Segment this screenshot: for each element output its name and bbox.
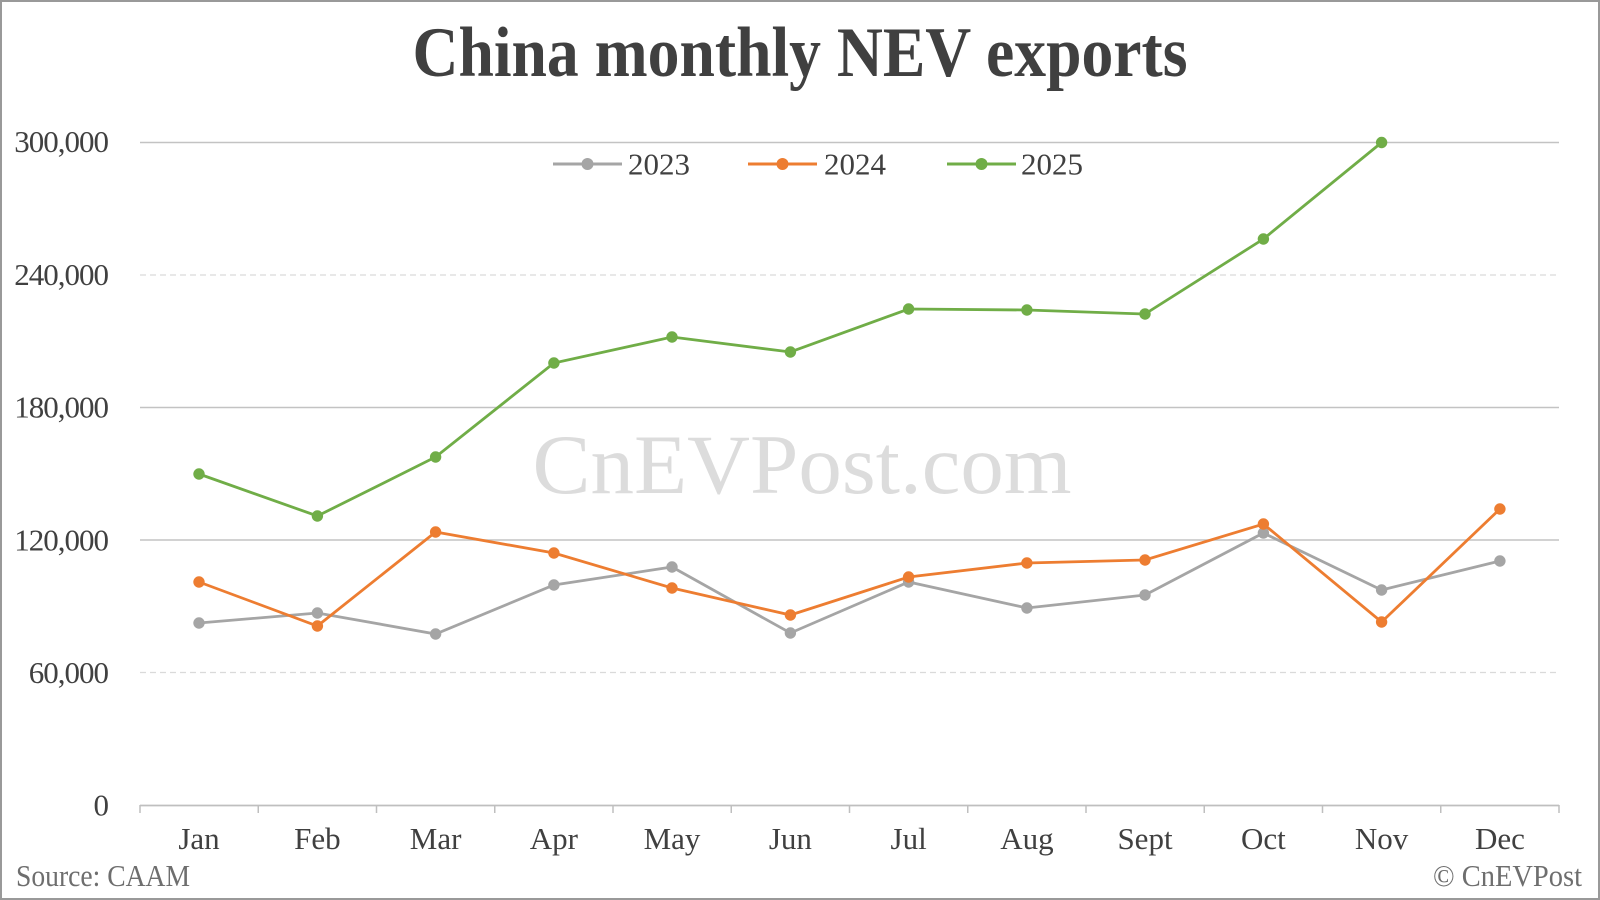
svg-text:240,000: 240,000 (14, 257, 108, 292)
svg-text:2023: 2023 (628, 147, 690, 182)
svg-text:Jul: Jul (891, 821, 927, 856)
svg-text:60,000: 60,000 (29, 655, 109, 690)
svg-text:China monthly NEV exports: China monthly NEV exports (413, 14, 1188, 92)
svg-text:0: 0 (94, 788, 109, 823)
svg-text:Source: CAAM: Source: CAAM (16, 858, 190, 893)
svg-text:Mar: Mar (410, 821, 462, 856)
svg-text:Apr: Apr (530, 821, 579, 856)
svg-text:120,000: 120,000 (14, 523, 108, 558)
svg-text:Sept: Sept (1117, 821, 1173, 856)
svg-text:CnEVPost.com: CnEVPost.com (533, 418, 1072, 512)
svg-text:Jun: Jun (769, 821, 813, 856)
svg-text:Aug: Aug (1000, 821, 1053, 856)
svg-text:Nov: Nov (1355, 821, 1409, 856)
svg-text:Dec: Dec (1475, 821, 1525, 856)
svg-text:2024: 2024 (824, 147, 887, 182)
svg-text:300,000: 300,000 (14, 124, 108, 159)
svg-text:© CnEVPost: © CnEVPost (1433, 858, 1582, 893)
svg-text:May: May (644, 821, 701, 856)
svg-text:2025: 2025 (1021, 147, 1083, 182)
svg-text:Oct: Oct (1241, 821, 1286, 856)
svg-text:Feb: Feb (294, 821, 341, 856)
svg-text:Jan: Jan (178, 821, 220, 856)
svg-text:180,000: 180,000 (14, 390, 108, 425)
